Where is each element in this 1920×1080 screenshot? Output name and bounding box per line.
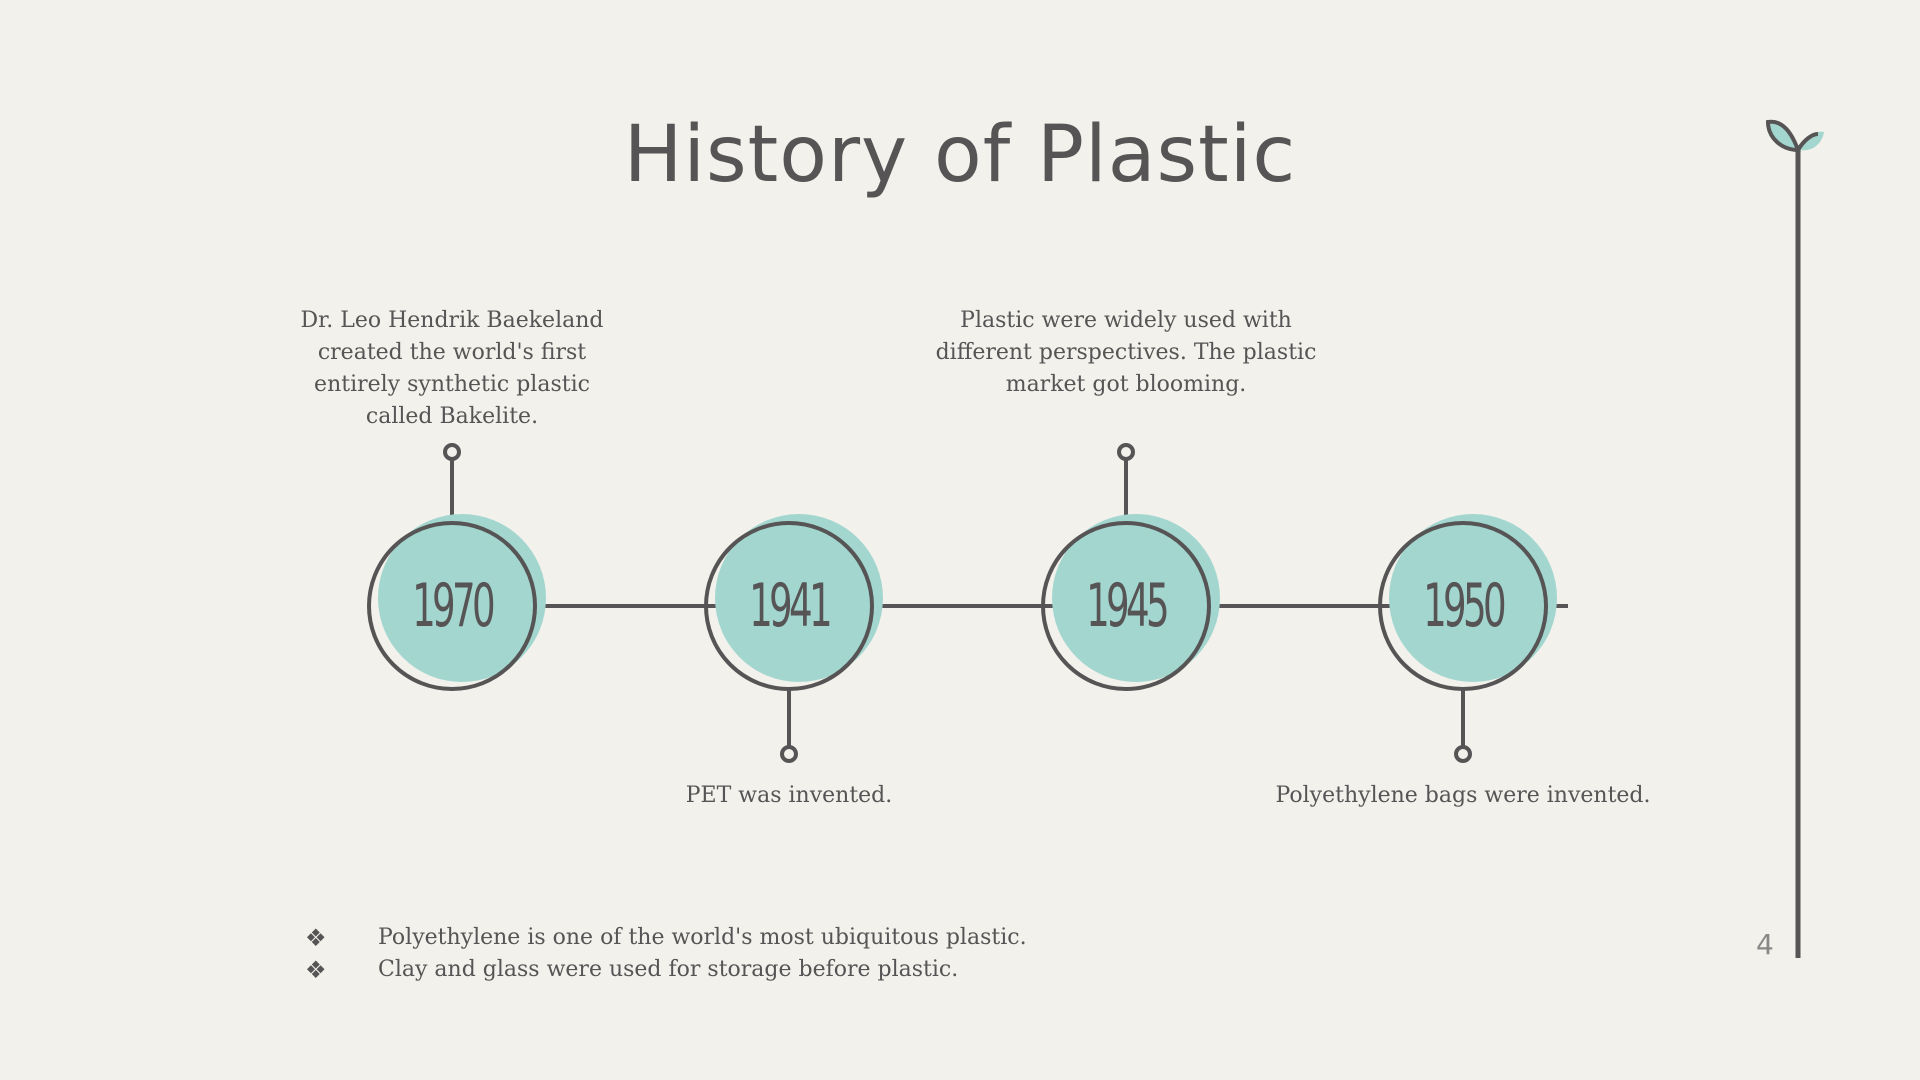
stem-dot-1941	[780, 745, 798, 763]
list-item: ❖ Clay and glass were used for storage b…	[305, 954, 1027, 986]
circle-fill-1945	[1052, 514, 1220, 682]
diamond-bullet-icon: ❖	[305, 924, 327, 952]
stem-dot-1950	[1454, 745, 1472, 763]
note-text: Clay and glass were used for storage bef…	[378, 957, 959, 982]
notes-list: ❖ Polyethylene is one of the world's mos…	[305, 922, 1027, 986]
diamond-bullet-icon: ❖	[305, 956, 327, 984]
year-label-1950: 1950	[1423, 571, 1507, 641]
circle-fill-1950	[1389, 514, 1557, 682]
list-item: ❖ Polyethylene is one of the world's mos…	[305, 922, 1027, 954]
circle-fill-1970	[378, 514, 546, 682]
year-label-1970: 1970	[412, 571, 496, 641]
sprout-icon	[1765, 119, 1824, 153]
page-number: 4	[1756, 928, 1774, 961]
note-text: Polyethylene is one of the world's most …	[378, 925, 1027, 950]
circle-outline-1950	[1378, 521, 1548, 691]
year-label-1945: 1945	[1086, 571, 1170, 641]
year-label-1941: 1941	[749, 571, 833, 641]
circle-outline-1970	[367, 521, 537, 691]
circle-fill-1941	[715, 514, 883, 682]
page-title: History of Plastic	[623, 110, 1297, 200]
circle-outline-1941	[704, 521, 874, 691]
event-description-1970: Dr. Leo Hendrik Baekeland created the wo…	[300, 308, 604, 429]
event-description-1945: Plastic were widely used with different …	[935, 308, 1317, 397]
stem-dot-1970	[443, 443, 461, 461]
event-description-1950: Polyethylene bags were invented.	[1275, 783, 1651, 808]
stem-dot-1945	[1117, 443, 1135, 461]
circle-outline-1945	[1041, 521, 1211, 691]
event-description-1941: PET was invented.	[685, 783, 893, 808]
